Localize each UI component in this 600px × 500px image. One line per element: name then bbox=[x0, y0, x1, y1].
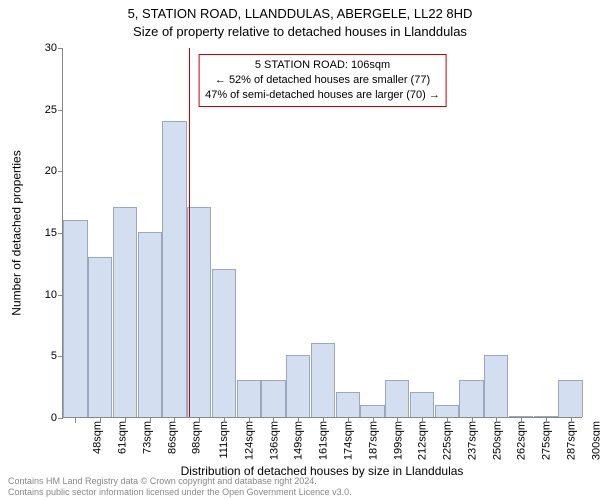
x-tick-label: 250sqm bbox=[491, 421, 503, 460]
x-tick-mark bbox=[546, 418, 547, 423]
x-tick-label: 111sqm bbox=[218, 421, 230, 459]
x-tick-mark bbox=[75, 418, 76, 423]
x-tick-label: 275sqm bbox=[541, 421, 553, 460]
x-tick-label: 149sqm bbox=[293, 421, 305, 460]
bar bbox=[410, 392, 434, 417]
x-tick-label: 61sqm bbox=[117, 421, 129, 454]
bar bbox=[237, 380, 261, 417]
bar bbox=[435, 405, 459, 417]
x-tick-label: 124sqm bbox=[244, 421, 256, 460]
x-tick-label: 262sqm bbox=[516, 421, 528, 460]
bar bbox=[336, 392, 360, 417]
y-tick-mark bbox=[58, 418, 63, 419]
bar bbox=[509, 416, 533, 417]
x-tick-label: 48sqm bbox=[92, 421, 104, 454]
x-tick-mark bbox=[174, 418, 175, 423]
bar bbox=[113, 207, 137, 417]
bar bbox=[212, 269, 236, 417]
x-tick-mark bbox=[348, 418, 349, 423]
y-tick-mark bbox=[58, 171, 63, 172]
footer-line1: Contains HM Land Registry data © Crown c… bbox=[8, 476, 352, 487]
chart-title-sub: Size of property relative to detached ho… bbox=[0, 24, 600, 39]
x-tick-mark bbox=[373, 418, 374, 423]
footer-line2: Contains public sector information licen… bbox=[8, 487, 352, 498]
y-axis-label-wrap: Number of detached properties bbox=[8, 48, 26, 418]
bar bbox=[360, 405, 384, 417]
x-tick-label: 86sqm bbox=[166, 421, 178, 454]
annotation-box: 5 STATION ROAD: 106sqm ← 52% of detached… bbox=[198, 54, 447, 107]
annotation-line3: 47% of semi-detached houses are larger (… bbox=[205, 88, 440, 103]
x-tick-mark bbox=[496, 418, 497, 423]
x-tick-label: 300sqm bbox=[590, 421, 600, 460]
x-tick-mark bbox=[521, 418, 522, 423]
bar bbox=[138, 232, 162, 417]
x-tick-label: 187sqm bbox=[367, 421, 379, 460]
x-tick-mark bbox=[447, 418, 448, 423]
bar bbox=[385, 380, 409, 417]
y-tick-mark bbox=[58, 233, 63, 234]
x-tick-mark bbox=[224, 418, 225, 423]
annotation-line2: ← 52% of detached houses are smaller (77… bbox=[205, 73, 440, 88]
x-tick-label: 287sqm bbox=[565, 421, 577, 460]
footer-attribution: Contains HM Land Registry data © Crown c… bbox=[8, 476, 352, 498]
y-tick-mark bbox=[58, 48, 63, 49]
x-tick-mark bbox=[397, 418, 398, 423]
bar bbox=[311, 343, 335, 417]
x-tick-label: 199sqm bbox=[392, 421, 404, 460]
x-tick-mark bbox=[298, 418, 299, 423]
bar bbox=[459, 380, 483, 417]
x-tick-mark bbox=[472, 418, 473, 423]
x-tick-label: 174sqm bbox=[343, 421, 355, 460]
x-tick-mark bbox=[571, 418, 572, 423]
x-tick-label: 237sqm bbox=[466, 421, 478, 460]
x-tick-mark bbox=[422, 418, 423, 423]
bar bbox=[162, 121, 186, 417]
x-tick-mark bbox=[249, 418, 250, 423]
marker-line bbox=[189, 48, 190, 417]
x-tick-label: 161sqm bbox=[318, 421, 330, 460]
y-tick-mark bbox=[58, 356, 63, 357]
x-tick-label: 212sqm bbox=[417, 421, 429, 460]
y-axis-label: Number of detached properties bbox=[10, 150, 24, 315]
x-tick-label: 73sqm bbox=[141, 421, 153, 454]
bar bbox=[187, 207, 211, 417]
chart-title-main: 5, STATION ROAD, LLANDDULAS, ABERGELE, L… bbox=[0, 6, 600, 21]
plot-area: 5 STATION ROAD: 106sqm ← 52% of detached… bbox=[62, 48, 582, 418]
y-tick-mark bbox=[58, 295, 63, 296]
bar bbox=[88, 257, 112, 417]
bar bbox=[63, 220, 87, 417]
annotation-line1: 5 STATION ROAD: 106sqm bbox=[205, 58, 440, 73]
y-tick-mark bbox=[58, 110, 63, 111]
bar bbox=[286, 355, 310, 417]
x-tick-mark bbox=[323, 418, 324, 423]
x-tick-mark bbox=[150, 418, 151, 423]
bar bbox=[484, 355, 508, 417]
x-tick-label: 225sqm bbox=[442, 421, 454, 460]
bar bbox=[534, 416, 558, 417]
bar bbox=[558, 380, 582, 417]
x-tick-mark bbox=[273, 418, 274, 423]
x-tick-label: 136sqm bbox=[268, 421, 280, 460]
x-tick-mark bbox=[125, 418, 126, 423]
bar bbox=[261, 380, 285, 417]
x-tick-mark bbox=[199, 418, 200, 423]
x-tick-mark bbox=[100, 418, 101, 423]
x-tick-label: 98sqm bbox=[191, 421, 203, 454]
